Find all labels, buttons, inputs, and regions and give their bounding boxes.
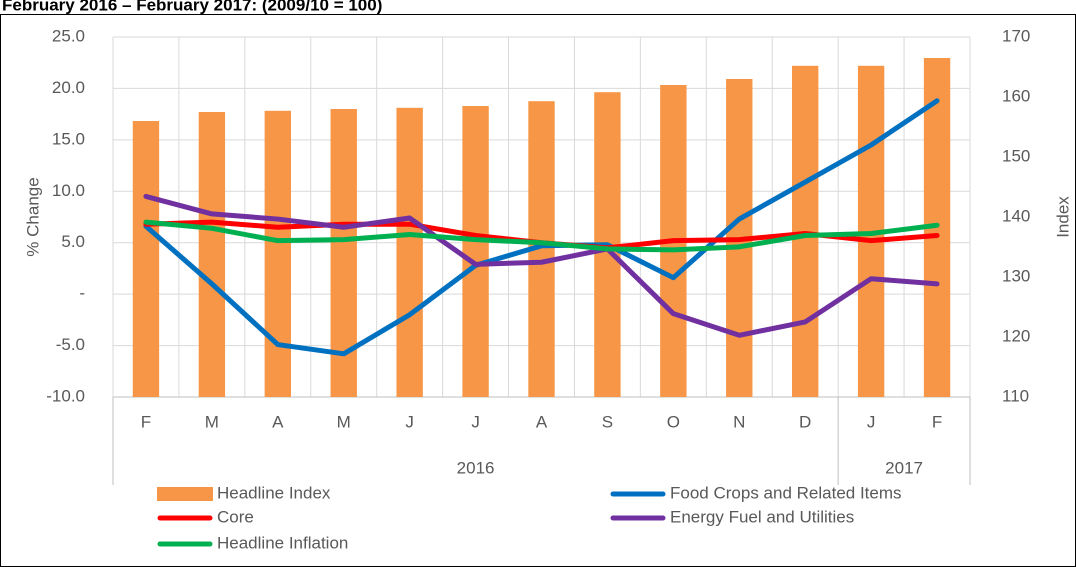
- x-tick-label: N: [733, 412, 745, 431]
- x-tick-label: O: [667, 412, 680, 431]
- y-tick-label: -5.0: [56, 335, 85, 354]
- legend-label: Food Crops and Related Items: [670, 483, 902, 502]
- line: [143, 219, 940, 253]
- bar: [264, 110, 291, 398]
- y-tick-label: 25.0: [52, 26, 85, 45]
- y-tick-label: 5.0: [61, 232, 85, 251]
- bar: [462, 106, 489, 397]
- legend-swatch: [157, 487, 213, 501]
- bar: [396, 107, 423, 398]
- x-tick-label: F: [932, 412, 942, 431]
- y2-tick-label: 130: [1002, 266, 1030, 285]
- y2-tick-label: 160: [1002, 86, 1030, 105]
- chart-title: February 2016 – February 2017: (2009/10 …: [2, 0, 382, 14]
- legend-label: Energy Fuel and Utilities: [670, 507, 854, 526]
- y2-tick-label: 150: [1002, 146, 1030, 165]
- y-tick-label: -10.0: [46, 386, 85, 405]
- x-tick-label: J: [471, 412, 480, 431]
- y2-tick-label: 140: [1002, 206, 1030, 225]
- y-tick-label: 20.0: [52, 78, 85, 97]
- legend-label: Core: [217, 507, 254, 526]
- y-tick-label: 15.0: [52, 129, 85, 148]
- y2-tick-label: 120: [1002, 326, 1030, 345]
- x-tick-label: F: [141, 412, 151, 431]
- bar: [198, 112, 226, 397]
- x-tick-label: A: [272, 412, 284, 431]
- y2-axis-title: Index: [1053, 196, 1072, 238]
- group-label: 2016: [457, 458, 495, 477]
- y-tick-label: -: [79, 284, 85, 303]
- line: [143, 98, 940, 357]
- bar: [132, 121, 160, 397]
- y-axis-title: % Change: [23, 177, 42, 256]
- x-tick-label: S: [602, 412, 613, 431]
- x-tick-label: A: [536, 412, 548, 431]
- x-tick-label: D: [799, 412, 811, 431]
- legend-label: Headline Index: [217, 483, 331, 502]
- x-tick-label: M: [337, 412, 351, 431]
- y-tick-label: 10.0: [52, 181, 85, 200]
- x-tick-label: J: [405, 412, 414, 431]
- legend-label: Headline Inflation: [217, 533, 348, 552]
- group-label: 2017: [885, 458, 923, 477]
- x-tick-label: M: [205, 412, 219, 431]
- line: [143, 193, 940, 338]
- x-tick-label: J: [867, 412, 876, 431]
- y2-tick-label: 110: [1002, 386, 1029, 405]
- y2-tick-label: 170: [1002, 26, 1030, 45]
